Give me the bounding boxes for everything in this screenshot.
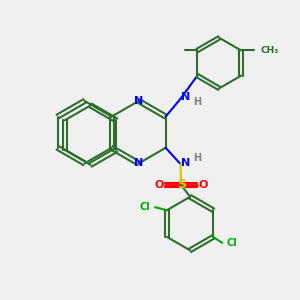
Text: Cl: Cl bbox=[226, 238, 237, 248]
Text: N: N bbox=[181, 158, 190, 168]
Text: Cl: Cl bbox=[140, 202, 151, 212]
Text: N: N bbox=[134, 158, 143, 168]
Text: CH₃: CH₃ bbox=[260, 46, 279, 55]
Text: O: O bbox=[154, 180, 164, 190]
Text: S: S bbox=[177, 178, 186, 191]
Text: N: N bbox=[134, 96, 143, 106]
Text: N: N bbox=[181, 92, 190, 102]
Text: H: H bbox=[193, 97, 201, 107]
Text: H: H bbox=[193, 153, 201, 163]
Text: O: O bbox=[199, 180, 208, 190]
